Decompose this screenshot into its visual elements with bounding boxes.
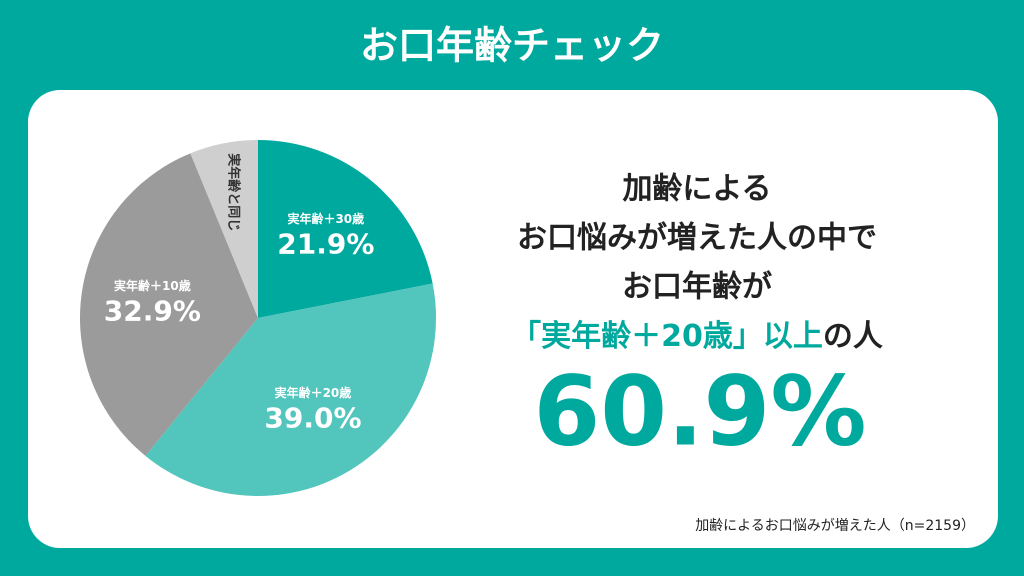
pie-slice [145,283,437,497]
message-line: 加齢による [622,172,771,207]
message-line: お口年齢が [622,270,772,305]
message-line: お口悩みが増えた人の中で [517,221,877,256]
pie-slice [79,153,258,456]
slice-value-label: 39.0% [264,402,361,435]
pie-slice [258,140,433,318]
message-text: の人 [823,319,883,354]
footnote: 加齢によるお口悩みが増えた人（n=2159） [695,518,975,534]
slice-category: 実年齢＋20歳 [275,385,352,400]
pie-slice [190,140,258,318]
slice-value-label: 32.9% [104,294,201,327]
slice-category: 実年齢＋30歳 [287,211,364,226]
slice-value-label: 21.9% [277,227,374,260]
slice-category: 実年齢と同じ [226,153,242,231]
highlight-text: 「実年齢＋20歳」以上 [511,319,823,354]
headline: 60.9% [533,355,866,467]
message: 加齢による お口悩みが増えた人の中で お口年齢が 「実年齢＋20歳」以上の人 6… [511,172,883,468]
message-line: 「実年齢＋20歳」以上の人 [511,319,883,354]
slice-category: 実年齢＋10歳 [114,278,191,293]
title: お口年齢チェック [360,24,664,68]
